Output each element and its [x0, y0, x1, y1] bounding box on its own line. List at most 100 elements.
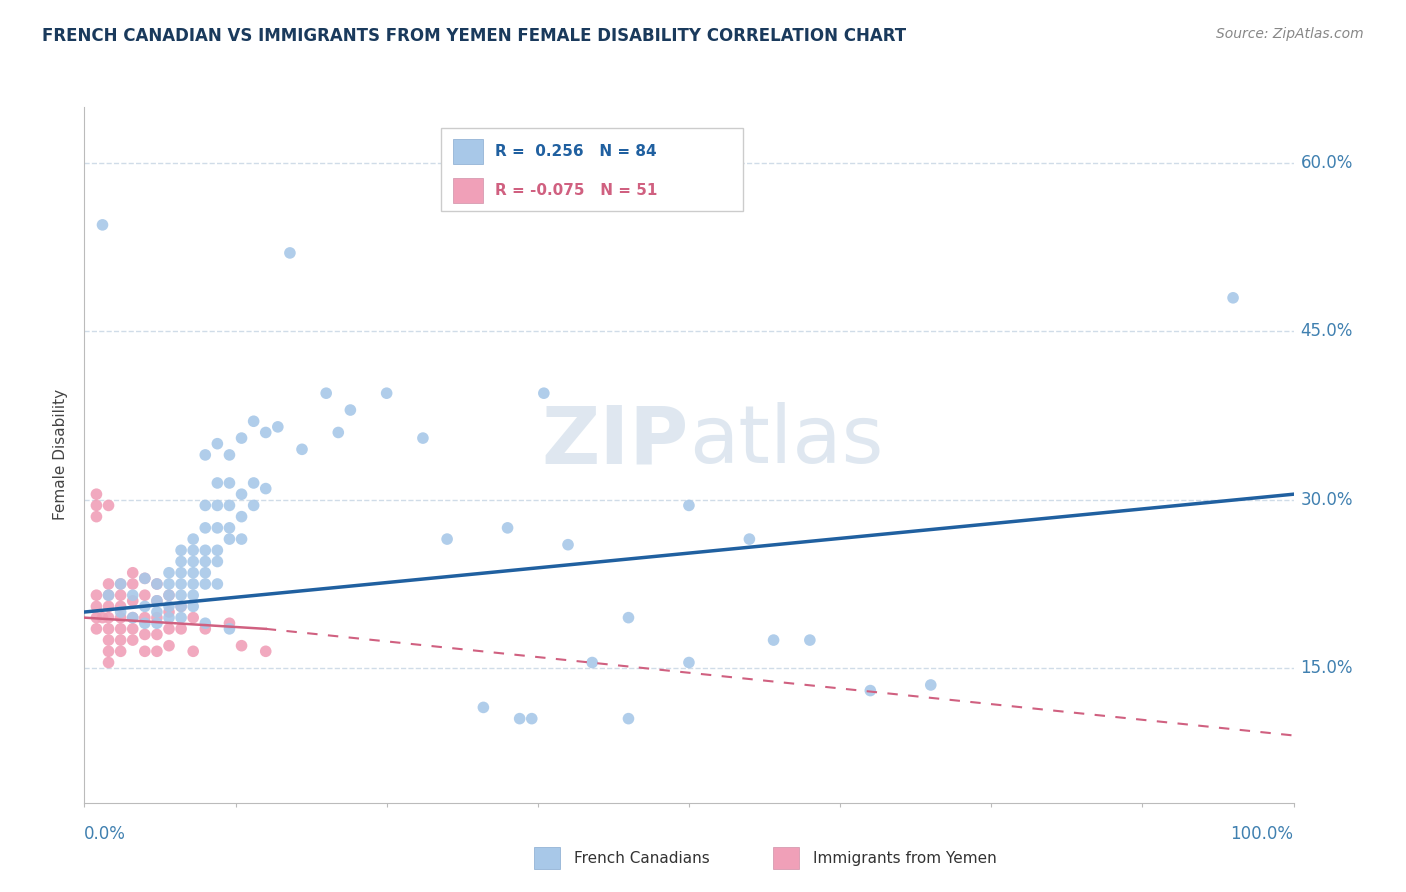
Point: [581, 656, 603, 670]
Point: [146, 605, 169, 619]
Point: [121, 566, 143, 580]
Point: [97, 622, 120, 636]
Point: [170, 588, 193, 602]
Point: [157, 588, 180, 602]
Point: [509, 712, 531, 726]
Text: R =  0.256   N = 84: R = 0.256 N = 84: [495, 144, 657, 159]
Point: [194, 566, 217, 580]
Point: [121, 610, 143, 624]
Point: [146, 577, 169, 591]
Point: [170, 610, 193, 624]
Text: 45.0%: 45.0%: [1301, 323, 1353, 341]
Y-axis label: Female Disability: Female Disability: [53, 389, 69, 521]
Point: [520, 712, 543, 726]
Point: [110, 577, 132, 591]
Point: [339, 403, 361, 417]
Point: [121, 633, 143, 648]
Point: [86, 610, 108, 624]
Point: [97, 599, 120, 614]
Point: [291, 442, 314, 457]
Point: [97, 644, 120, 658]
Point: [375, 386, 398, 401]
Point: [157, 577, 180, 591]
Point: [533, 386, 555, 401]
Text: atlas: atlas: [689, 402, 883, 480]
Point: [207, 543, 229, 558]
Point: [134, 644, 156, 658]
Point: [194, 616, 217, 631]
Point: [146, 616, 169, 631]
Point: [207, 475, 229, 490]
Point: [157, 588, 180, 602]
Text: R = -0.075   N = 51: R = -0.075 N = 51: [495, 183, 658, 198]
Point: [97, 633, 120, 648]
Point: [231, 487, 253, 501]
Point: [170, 543, 193, 558]
Point: [231, 532, 253, 546]
Point: [207, 577, 229, 591]
Point: [207, 555, 229, 569]
Point: [218, 622, 240, 636]
Point: [91, 610, 114, 624]
Point: [194, 577, 217, 591]
Point: [157, 639, 180, 653]
Point: [146, 610, 169, 624]
Point: [170, 599, 193, 614]
Point: [267, 420, 290, 434]
Point: [134, 571, 156, 585]
Point: [170, 566, 193, 580]
Point: [436, 532, 458, 546]
Point: [242, 475, 264, 490]
Point: [97, 588, 120, 602]
Point: [86, 499, 108, 513]
Point: [110, 588, 132, 602]
Point: [170, 622, 193, 636]
Point: [762, 633, 785, 648]
Point: [557, 538, 579, 552]
Point: [181, 532, 204, 546]
Point: [920, 678, 942, 692]
Point: [157, 622, 180, 636]
Point: [218, 499, 240, 513]
Point: [207, 521, 229, 535]
Point: [170, 599, 193, 614]
Point: [678, 499, 700, 513]
Point: [194, 521, 217, 535]
Point: [194, 622, 217, 636]
Point: [254, 425, 277, 440]
Point: [110, 644, 132, 658]
Point: [110, 599, 132, 614]
Point: [146, 594, 169, 608]
Point: [110, 622, 132, 636]
Point: [412, 431, 434, 445]
Point: [328, 425, 350, 440]
Text: Immigrants from Yemen: Immigrants from Yemen: [813, 851, 997, 865]
Point: [157, 566, 180, 580]
Text: FRENCH CANADIAN VS IMMIGRANTS FROM YEMEN FEMALE DISABILITY CORRELATION CHART: FRENCH CANADIAN VS IMMIGRANTS FROM YEMEN…: [42, 27, 907, 45]
Point: [242, 499, 264, 513]
Point: [121, 594, 143, 608]
Point: [170, 577, 193, 591]
Point: [97, 656, 120, 670]
Point: [218, 475, 240, 490]
Point: [134, 599, 156, 614]
Point: [134, 571, 156, 585]
Point: [254, 482, 277, 496]
Point: [97, 610, 120, 624]
Text: 0.0%: 0.0%: [84, 825, 127, 843]
Point: [170, 555, 193, 569]
Point: [134, 610, 156, 624]
Text: Source: ZipAtlas.com: Source: ZipAtlas.com: [1216, 27, 1364, 41]
Text: ZIP: ZIP: [541, 402, 689, 480]
Point: [157, 605, 180, 619]
Text: French Canadians: French Canadians: [574, 851, 710, 865]
Point: [678, 656, 700, 670]
Point: [110, 633, 132, 648]
Point: [134, 616, 156, 631]
Point: [617, 610, 640, 624]
Text: 30.0%: 30.0%: [1301, 491, 1353, 508]
Point: [254, 644, 277, 658]
Point: [194, 448, 217, 462]
Point: [181, 555, 204, 569]
Point: [738, 532, 761, 546]
